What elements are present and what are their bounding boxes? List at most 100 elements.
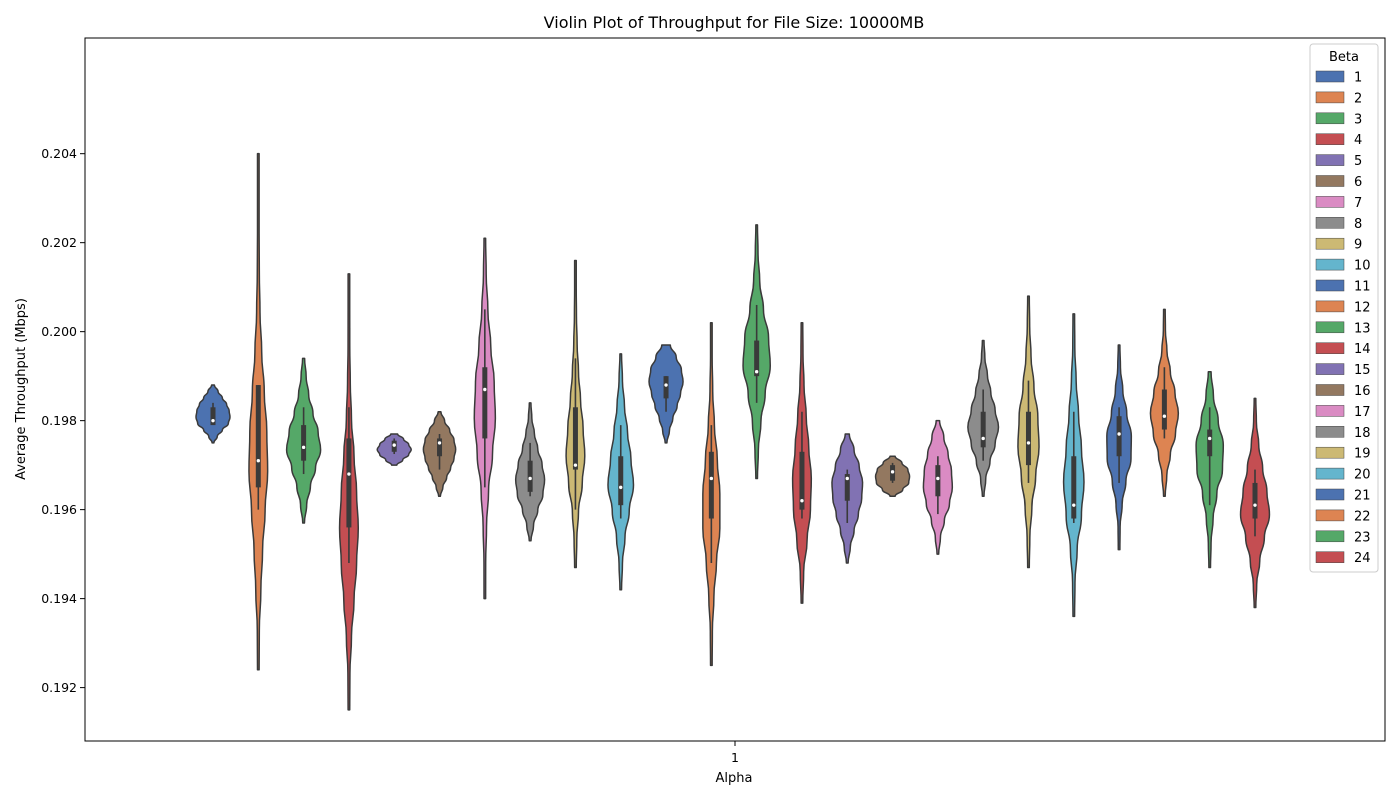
violin-median — [754, 370, 759, 374]
violin-median — [619, 485, 623, 490]
violin-iqr-box — [1161, 389, 1167, 430]
violin-iqr-box — [1116, 416, 1122, 457]
legend-item-23: 23 — [1315, 530, 1371, 545]
legend-item-6: 6 — [1315, 175, 1362, 190]
violin-group — [195, 152, 1271, 711]
violin-median — [347, 472, 351, 476]
y-tick-label: 0.204 — [41, 146, 77, 161]
legend-label: 18 — [1354, 426, 1371, 441]
violin-median — [1162, 414, 1167, 418]
violin-beta-10 — [607, 353, 635, 591]
legend-label: 5 — [1354, 154, 1362, 169]
y-tick-label: 0.194 — [41, 591, 77, 606]
violin-median — [800, 499, 804, 503]
violin-beta-11 — [648, 344, 684, 444]
violin-median — [1117, 432, 1121, 436]
legend-item-17: 17 — [1315, 405, 1371, 420]
violin-iqr-box — [1025, 411, 1031, 466]
legend-label: 15 — [1354, 363, 1371, 378]
legend-swatch — [1315, 405, 1345, 417]
violin-median — [981, 436, 985, 441]
legend-swatch — [1315, 196, 1345, 208]
legend-swatch — [1315, 551, 1345, 563]
violin-median — [437, 441, 442, 445]
legend-title: Beta — [1329, 50, 1359, 65]
legend-swatch — [1315, 112, 1345, 125]
violin-beta-15 — [831, 433, 864, 564]
legend-item-5: 5 — [1315, 154, 1362, 169]
violin-beta-16 — [874, 455, 911, 498]
y-axis: 0.192 0.194 0.196 0.198 0.200 0.202 0.204 — [41, 146, 85, 695]
legend-swatch — [1315, 467, 1345, 480]
violin-beta-19 — [1017, 295, 1040, 569]
legend-swatch — [1315, 446, 1345, 459]
violin-iqr-box — [482, 367, 488, 439]
legend-label: 2 — [1354, 91, 1362, 106]
legend-item-4: 4 — [1315, 133, 1362, 148]
x-axis-label: Alpha — [716, 771, 753, 786]
legend-item-20: 20 — [1315, 467, 1371, 483]
legend-swatch — [1315, 217, 1345, 229]
legend-item-24: 24 — [1315, 551, 1371, 566]
violin-iqr-box — [844, 474, 850, 501]
legend-item-7: 7 — [1315, 196, 1362, 211]
legend-item-8: 8 — [1315, 217, 1362, 232]
legend-swatch — [1315, 258, 1345, 271]
legend-label: 1 — [1354, 71, 1362, 86]
legend-swatch — [1315, 342, 1345, 354]
y-axis-label: Average Throughput (Mbps) — [14, 298, 29, 480]
legend-swatch — [1315, 279, 1345, 292]
legend-swatch — [1315, 426, 1345, 438]
violin-median — [845, 476, 849, 481]
x-axis: 1 — [731, 741, 739, 765]
y-tick-label: 0.196 — [41, 502, 77, 517]
violin-iqr-box — [527, 460, 533, 492]
violin-beta-7 — [473, 237, 497, 600]
x-tick-label: 1 — [731, 750, 739, 765]
violin-median — [301, 445, 306, 450]
legend-swatch — [1315, 91, 1345, 104]
legend-swatch — [1315, 175, 1345, 187]
violin-beta-1 — [195, 384, 231, 444]
legend-label: 17 — [1354, 405, 1371, 420]
violin-beta-24 — [1239, 397, 1271, 609]
legend-item-11: 11 — [1315, 279, 1371, 295]
violin-iqr-box — [572, 407, 578, 470]
plot-frame — [84, 37, 1386, 742]
legend-label: 3 — [1354, 112, 1362, 127]
legend-item-18: 18 — [1315, 426, 1371, 441]
legend-swatch — [1315, 237, 1345, 250]
violin-iqr-box — [301, 425, 307, 461]
legend-label: 10 — [1354, 259, 1371, 274]
legend-label: 19 — [1354, 447, 1371, 462]
legend-item-15: 15 — [1315, 363, 1371, 378]
legend-swatch — [1315, 509, 1345, 522]
violin-beta-9 — [565, 259, 586, 569]
legend-label: 6 — [1354, 175, 1362, 190]
violin-beta-5 — [376, 433, 412, 466]
violin-iqr-box — [1252, 482, 1258, 519]
violin-iqr-box — [935, 465, 941, 497]
legend-swatch — [1315, 384, 1345, 396]
legend-label: 13 — [1354, 321, 1371, 336]
violin-beta-3 — [285, 357, 322, 524]
legend-swatch — [1315, 133, 1345, 145]
legend-item-1: 1 — [1315, 71, 1362, 86]
legend-label: 7 — [1354, 196, 1362, 211]
violin-iqr-box — [618, 456, 624, 506]
legend-label: 12 — [1354, 300, 1371, 315]
legend-label: 8 — [1354, 217, 1362, 232]
legend-item-9: 9 — [1315, 237, 1362, 253]
y-tick-label: 0.192 — [41, 680, 77, 695]
violin-iqr-box — [754, 340, 760, 377]
violin-iqr-box — [799, 451, 805, 510]
violin-median — [936, 476, 940, 481]
violin-median — [1026, 441, 1031, 445]
violin-beta-17 — [922, 419, 954, 555]
violin-median — [211, 418, 215, 423]
legend-swatch — [1315, 321, 1345, 334]
violin-beta-13 — [742, 224, 772, 480]
legend-item-3: 3 — [1315, 112, 1362, 127]
